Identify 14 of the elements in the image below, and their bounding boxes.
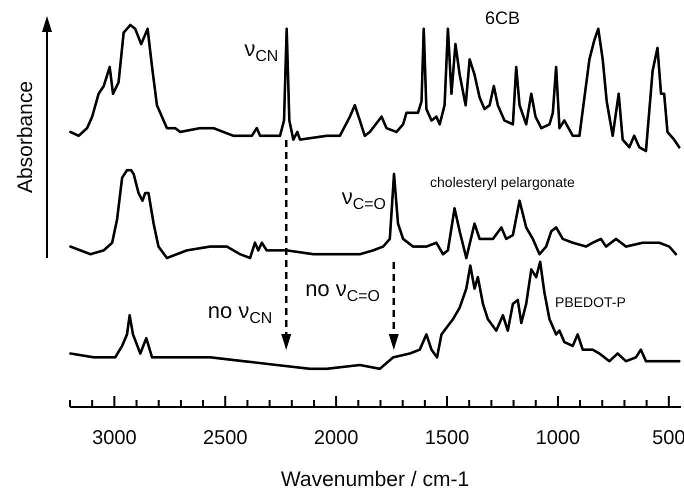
series-label: cholesteryl pelargonate [430,174,575,190]
annotation: ν$_{CN}$ [244,36,278,65]
annotation: no ν$_{CN}$ [208,298,272,327]
annotation: no ν$_{C=O}$ [305,276,380,305]
series-label: PBEDOT-P [555,294,626,310]
x-tick-label: 1500 [424,427,470,449]
x-tick-label: 3000 [92,427,137,449]
x-tick-label: 2000 [314,427,358,449]
annotation: ν$_{C=O}$ [342,184,386,213]
x-tick-label: 2500 [202,427,248,449]
y-axis-title: Absorbance [14,80,37,194]
x-axis-title: Wavenumber / cm-1 [280,468,470,491]
series-label: 6CB [485,8,520,28]
x-tick-label: 1000 [536,427,580,449]
